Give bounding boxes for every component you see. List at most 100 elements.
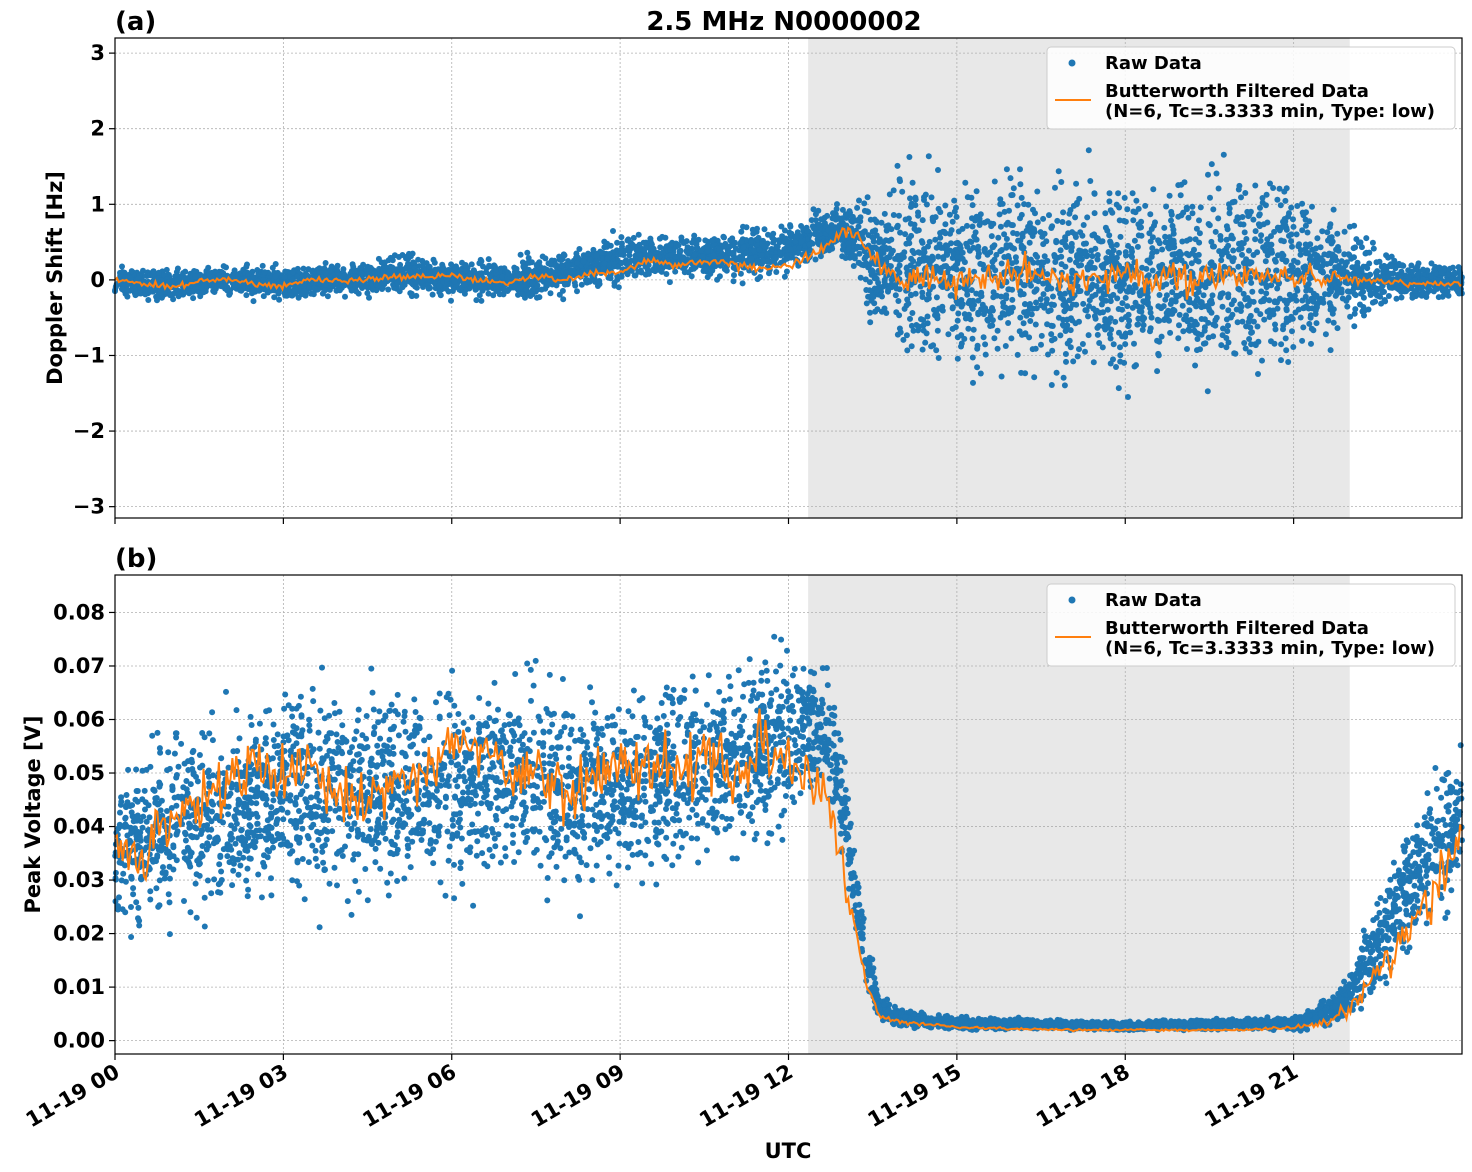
raw-data-point bbox=[738, 238, 745, 245]
raw-data-point bbox=[1008, 309, 1015, 315]
raw-data-point bbox=[1167, 329, 1174, 336]
raw-data-point bbox=[1115, 190, 1122, 197]
raw-data-point bbox=[998, 260, 1005, 267]
raw-data-point bbox=[1102, 224, 1109, 231]
raw-data-point bbox=[781, 273, 788, 280]
raw-data-point bbox=[905, 215, 912, 222]
raw-data-point bbox=[485, 256, 492, 263]
raw-data-point bbox=[519, 291, 526, 298]
raw-data-point bbox=[305, 266, 312, 273]
raw-data-point bbox=[1065, 220, 1072, 227]
raw-data-point bbox=[477, 284, 483, 291]
raw-data-point bbox=[1131, 340, 1137, 347]
raw-data-point bbox=[1289, 243, 1295, 250]
raw-data-point bbox=[245, 270, 252, 277]
raw-data-point bbox=[1278, 341, 1285, 348]
raw-data-point bbox=[1134, 243, 1141, 250]
raw-data-point bbox=[1248, 329, 1255, 336]
raw-data-point bbox=[641, 247, 648, 254]
raw-data-point bbox=[778, 223, 785, 230]
raw-data-point bbox=[1058, 253, 1065, 260]
raw-data-point bbox=[907, 195, 913, 202]
raw-data-point bbox=[925, 243, 931, 250]
raw-data-point bbox=[849, 217, 856, 224]
raw-data-point bbox=[386, 268, 393, 275]
raw-data-point bbox=[816, 221, 823, 228]
raw-data-point bbox=[1017, 181, 1024, 188]
raw-data-point bbox=[945, 331, 952, 338]
raw-data-point bbox=[155, 269, 162, 276]
raw-data-point bbox=[1242, 345, 1249, 352]
raw-data-point bbox=[1140, 298, 1147, 305]
raw-data-point bbox=[462, 262, 469, 268]
raw-data-point bbox=[1224, 328, 1231, 335]
raw-data-point bbox=[942, 202, 949, 209]
raw-data-point bbox=[1223, 223, 1230, 230]
raw-data-point bbox=[322, 260, 329, 266]
raw-data-point bbox=[1002, 343, 1009, 349]
raw-data-point bbox=[451, 278, 458, 285]
raw-data-point bbox=[1238, 303, 1245, 310]
raw-data-point bbox=[539, 253, 546, 260]
raw-data-point bbox=[970, 379, 976, 386]
raw-data-point bbox=[1017, 237, 1024, 244]
raw-data-point bbox=[897, 178, 903, 185]
raw-data-point bbox=[1310, 327, 1317, 334]
raw-data-point bbox=[1073, 180, 1080, 187]
raw-data-point bbox=[1329, 310, 1336, 317]
raw-data-point bbox=[1092, 308, 1099, 315]
raw-data-point bbox=[1023, 227, 1030, 234]
raw-data-point bbox=[1351, 310, 1358, 317]
raw-data-point bbox=[413, 284, 420, 291]
raw-data-point bbox=[1073, 259, 1079, 266]
raw-data-point bbox=[1038, 341, 1044, 348]
raw-data-point bbox=[1107, 335, 1114, 342]
raw-data-point bbox=[867, 309, 873, 316]
raw-data-point bbox=[1052, 259, 1059, 265]
raw-data-point bbox=[1261, 316, 1268, 323]
raw-data-point bbox=[548, 261, 554, 268]
raw-data-point bbox=[908, 291, 914, 298]
raw-data-point bbox=[1353, 236, 1360, 243]
raw-data-point bbox=[1138, 218, 1145, 225]
raw-data-point bbox=[691, 251, 698, 258]
raw-data-point bbox=[1032, 210, 1038, 217]
raw-data-point bbox=[336, 287, 343, 294]
raw-data-point bbox=[1135, 205, 1142, 212]
raw-data-point bbox=[1091, 313, 1098, 320]
raw-data-point bbox=[1060, 209, 1067, 216]
raw-data-point bbox=[774, 243, 781, 250]
raw-data-point bbox=[611, 282, 618, 289]
raw-data-point bbox=[1250, 318, 1257, 325]
raw-data-point bbox=[1215, 215, 1222, 222]
raw-data-point bbox=[272, 261, 279, 267]
raw-data-point bbox=[645, 270, 652, 277]
raw-data-point bbox=[559, 262, 566, 269]
raw-data-point bbox=[974, 364, 981, 371]
raw-data-point bbox=[909, 202, 916, 209]
raw-data-point bbox=[1136, 224, 1143, 231]
raw-data-point bbox=[1067, 344, 1074, 351]
raw-data-point bbox=[1256, 223, 1263, 230]
raw-data-point bbox=[873, 219, 880, 226]
raw-data-point bbox=[1005, 253, 1012, 259]
raw-data-point bbox=[1259, 199, 1266, 206]
raw-data-point bbox=[1212, 228, 1219, 235]
raw-data-point bbox=[352, 282, 358, 289]
raw-data-point bbox=[870, 294, 877, 300]
raw-data-point bbox=[1258, 232, 1265, 239]
raw-data-point bbox=[1108, 251, 1115, 258]
raw-data-point bbox=[875, 279, 882, 286]
raw-data-point bbox=[1208, 161, 1215, 168]
raw-data-point bbox=[748, 238, 755, 245]
raw-data-point bbox=[879, 283, 886, 290]
raw-data-point bbox=[867, 216, 874, 223]
raw-data-point bbox=[1118, 284, 1125, 291]
raw-data-point bbox=[896, 269, 903, 276]
raw-data-point bbox=[1043, 296, 1050, 303]
raw-data-point bbox=[426, 263, 433, 270]
raw-data-point bbox=[1405, 267, 1412, 274]
raw-data-point bbox=[1385, 254, 1392, 261]
raw-data-point bbox=[1344, 303, 1351, 310]
raw-data-point bbox=[1068, 247, 1075, 254]
